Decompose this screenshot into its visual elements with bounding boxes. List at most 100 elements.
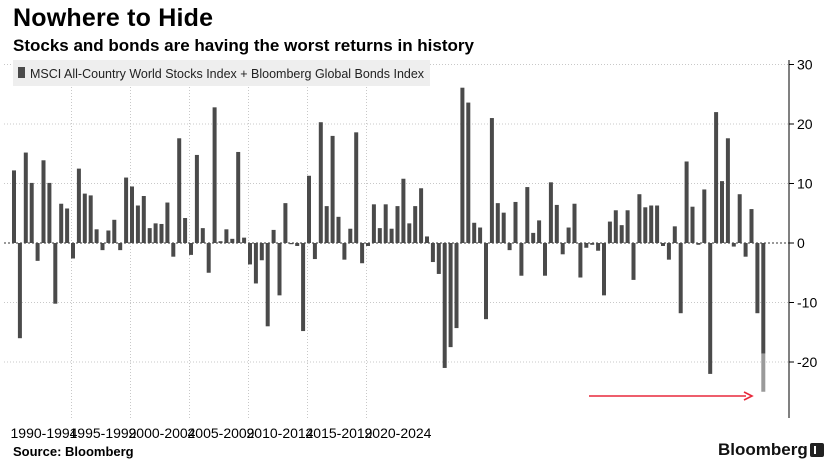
bar — [448, 243, 453, 348]
bar — [71, 243, 75, 259]
legend-background — [13, 60, 430, 86]
x-tick-label: 1995-1999 — [70, 425, 137, 441]
bar — [637, 194, 642, 243]
bar — [560, 243, 565, 255]
chart-legend: MSCI All-Country World Stocks Index + Bl… — [13, 60, 430, 86]
bar — [554, 204, 559, 243]
bar — [625, 210, 630, 243]
bar — [602, 243, 606, 296]
bar — [153, 223, 158, 243]
bar — [295, 243, 300, 246]
bar — [307, 175, 311, 243]
bar — [23, 152, 28, 243]
bar — [354, 132, 359, 243]
bar — [543, 243, 547, 276]
bar — [607, 221, 612, 243]
bar — [265, 243, 270, 327]
bar — [531, 232, 536, 243]
bar — [454, 243, 459, 329]
bar — [76, 168, 81, 243]
bar — [525, 187, 530, 243]
bar — [242, 237, 247, 243]
bar — [413, 206, 418, 243]
bar — [159, 223, 164, 243]
bar — [41, 160, 46, 243]
bar — [478, 227, 483, 243]
bar — [212, 107, 217, 243]
bar — [537, 220, 542, 243]
bar — [678, 243, 683, 314]
bar — [112, 219, 117, 243]
bar — [183, 218, 188, 243]
bar — [283, 203, 288, 243]
x-axis: 1990-19941995-19992000-20042005-20092010… — [11, 425, 432, 441]
bar — [248, 243, 252, 265]
bar — [613, 210, 618, 243]
bar — [489, 118, 494, 243]
bar — [318, 122, 323, 243]
y-tick-label: -10 — [797, 295, 817, 311]
x-tick-label: 2010-2014 — [247, 425, 314, 441]
bar — [17, 243, 22, 339]
bar — [401, 178, 406, 243]
bar — [194, 154, 199, 243]
bar — [124, 177, 129, 243]
bar — [507, 243, 512, 251]
bar — [684, 161, 689, 243]
bar — [590, 243, 595, 245]
bar — [360, 243, 365, 264]
bar — [165, 202, 170, 243]
bar — [395, 206, 400, 243]
bar — [289, 243, 294, 245]
bar — [672, 226, 677, 243]
bar — [312, 243, 317, 260]
bar — [348, 228, 353, 243]
bar — [171, 243, 176, 257]
bar — [460, 87, 465, 243]
bar — [578, 243, 583, 278]
source-note: Source: Bloomberg — [13, 444, 134, 459]
bar — [419, 188, 424, 243]
bar — [218, 241, 223, 243]
y-tick-label: 0 — [797, 235, 805, 251]
bar — [118, 243, 123, 251]
bar — [466, 102, 471, 243]
bar — [596, 243, 601, 251]
bar — [619, 225, 624, 243]
bar — [82, 193, 87, 243]
bar — [177, 138, 182, 243]
bar — [519, 243, 524, 276]
x-tick-label: 2015-2019 — [306, 425, 373, 441]
bar — [655, 205, 660, 243]
bar — [389, 228, 394, 243]
bar — [88, 195, 93, 243]
bar — [342, 243, 347, 260]
x-tick-label: 2005-2009 — [188, 425, 255, 441]
bar — [425, 236, 429, 243]
bar — [189, 243, 193, 255]
bar — [725, 138, 730, 243]
bar — [336, 216, 341, 243]
bar — [147, 228, 152, 243]
bar — [708, 243, 713, 374]
bar — [253, 243, 258, 284]
bar — [755, 243, 760, 314]
bar — [661, 243, 665, 246]
bar — [666, 243, 671, 260]
bar — [47, 182, 52, 243]
bar — [377, 228, 382, 243]
bar — [53, 243, 58, 304]
bar — [324, 206, 329, 243]
brand-logo: Bloomberg — [718, 440, 808, 459]
y-axis: 30 20 10 0 -10 -20 — [788, 57, 817, 418]
bar — [135, 205, 140, 243]
bar — [714, 112, 719, 243]
bar — [702, 189, 707, 243]
legend-label: MSCI All-Country World Stocks Index + Bl… — [30, 67, 425, 81]
y-tick-label: 20 — [797, 116, 813, 132]
bar — [501, 212, 506, 243]
bar — [106, 230, 111, 243]
x-tick-label: 2000-2004 — [129, 425, 196, 441]
bar — [690, 206, 695, 243]
